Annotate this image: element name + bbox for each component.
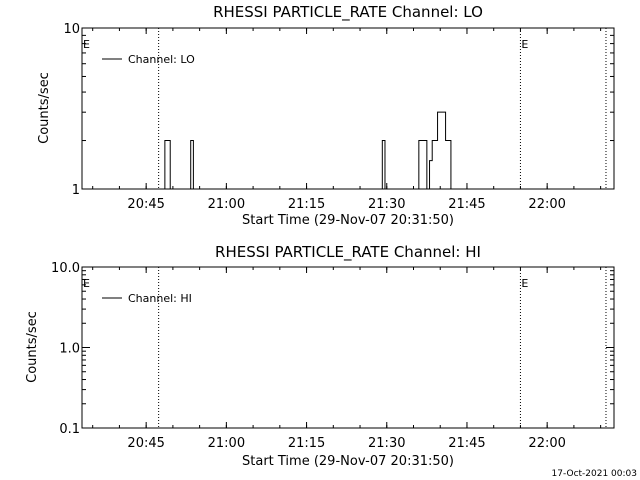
- y-tick-label-hi-0: 0.1: [59, 422, 80, 437]
- y-ticks-hi: 0.1 1.0 10.0: [51, 261, 614, 437]
- chart-title-hi: RHESSI PARTICLE_RATE Channel: HI: [215, 243, 481, 262]
- x-axis-label-hi: Start Time (29-Nov-07 20:31:50): [242, 454, 454, 469]
- y-tick-label-hi-2: 10.0: [51, 261, 80, 276]
- footer-timestamp: 17-Oct-2021 00:03: [552, 469, 637, 479]
- x-tick-label-lo-4: 21:45: [448, 197, 485, 212]
- x-axis-label-lo: Start Time (29-Nov-07 20:31:50): [242, 213, 454, 228]
- legend-label-lo: Channel: LO: [128, 53, 195, 66]
- x-tick-label-hi-3: 21:30: [368, 436, 405, 451]
- x-tick-label-lo-2: 21:15: [288, 197, 325, 212]
- x-ticks-lo: 20:45 21:00 21:15 21:30 21:45 22:00: [92, 28, 602, 212]
- x-tick-label-lo-5: 22:00: [528, 197, 565, 212]
- x-tick-label-hi-2: 21:15: [288, 436, 325, 451]
- y-axis-label-lo: Counts/sec: [37, 72, 52, 144]
- panel-hi: RHESSI PARTICLE_RATE Channel: HI 20:45 21…: [25, 243, 615, 469]
- x-tick-label-hi-1: 21:00: [208, 436, 245, 451]
- vlines-hi: [158, 267, 607, 428]
- event-marker-lo-0: E: [83, 38, 90, 51]
- y-tick-label-lo-0: 1: [72, 183, 80, 198]
- y-ticks-lo: 1 10: [63, 22, 614, 198]
- y-tick-label-lo-1: 10: [63, 22, 80, 37]
- x-tick-label-hi-0: 20:45: [127, 436, 164, 451]
- event-marker-hi-0: E: [83, 277, 90, 290]
- y-tick-label-hi-1: 1.0: [59, 342, 80, 357]
- series-line-lo-0: [82, 111, 614, 190]
- event-marker-hi-1: E: [521, 277, 528, 290]
- x-ticks-hi: 20:45 21:00 21:15 21:30 21:45 22:00: [92, 267, 602, 451]
- x-tick-label-hi-4: 21:45: [448, 436, 485, 451]
- chart-title-lo: RHESSI PARTICLE_RATE Channel: LO: [213, 3, 483, 22]
- legend-label-hi: Channel: HI: [128, 292, 192, 305]
- x-tick-label-lo-3: 21:30: [368, 197, 405, 212]
- panel-lo: RHESSI PARTICLE_RATE Channel: LO 20:45 21…: [37, 3, 615, 228]
- event-marker-lo-1: E: [521, 38, 528, 51]
- x-tick-label-lo-1: 21:00: [208, 197, 245, 212]
- x-tick-label-hi-5: 22:00: [528, 436, 565, 451]
- y-axis-label-hi: Counts/sec: [25, 311, 40, 383]
- x-tick-label-lo-0: 20:45: [127, 197, 164, 212]
- series-lo: [82, 111, 614, 190]
